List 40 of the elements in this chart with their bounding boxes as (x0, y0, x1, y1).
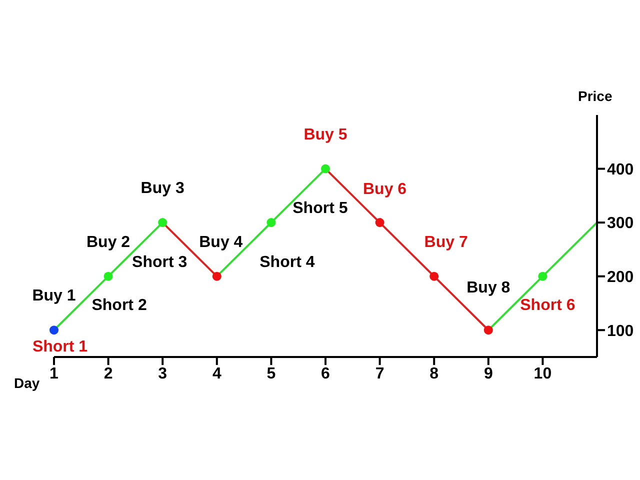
annotation: Buy 4 (199, 234, 243, 251)
annotation: Short 5 (292, 200, 348, 218)
point (320, 164, 330, 174)
y-tick-label: 100 (607, 322, 634, 340)
y-tick-label: 300 (607, 215, 634, 232)
point (484, 326, 493, 335)
annotation: Buy 5 (304, 126, 348, 144)
point (266, 218, 276, 228)
point (538, 272, 548, 281)
x-tick-label: 5 (266, 365, 276, 382)
point (49, 326, 59, 335)
annotation: Buy 2 (86, 234, 130, 251)
y-tick-label: 400 (607, 161, 634, 178)
annotation: Buy 8 (466, 280, 510, 297)
annotation: Buy 1 (32, 288, 76, 305)
x-tick-label: 6 (321, 365, 330, 382)
point (158, 218, 168, 228)
annotation: Buy 3 (140, 180, 184, 198)
x-tick-label: 3 (158, 365, 168, 382)
x-tick-label: 2 (104, 365, 113, 382)
x-tick-label: 9 (484, 365, 493, 382)
x-tick-label: 8 (430, 365, 439, 382)
x-tick-label: 4 (212, 365, 222, 382)
point (104, 272, 113, 281)
annotation: Short 2 (92, 296, 147, 314)
annotation: Short 6 (520, 296, 576, 314)
annotation: Short 4 (260, 254, 315, 272)
x-tick-label: 10 (534, 365, 552, 382)
annotation: Buy 7 (424, 234, 468, 251)
y-tick-label: 200 (607, 269, 634, 286)
point (430, 272, 439, 281)
point (375, 218, 384, 228)
x-tick-label: 7 (375, 365, 384, 382)
annotation: Short 3 (132, 254, 188, 272)
x-axis-title: Day (14, 375, 40, 391)
point (212, 272, 222, 281)
y-axis-title: Price (578, 88, 612, 104)
annotation: Short 1 (32, 338, 88, 356)
annotation: Buy 6 (363, 181, 407, 198)
x-tick-label: 1 (50, 365, 59, 382)
